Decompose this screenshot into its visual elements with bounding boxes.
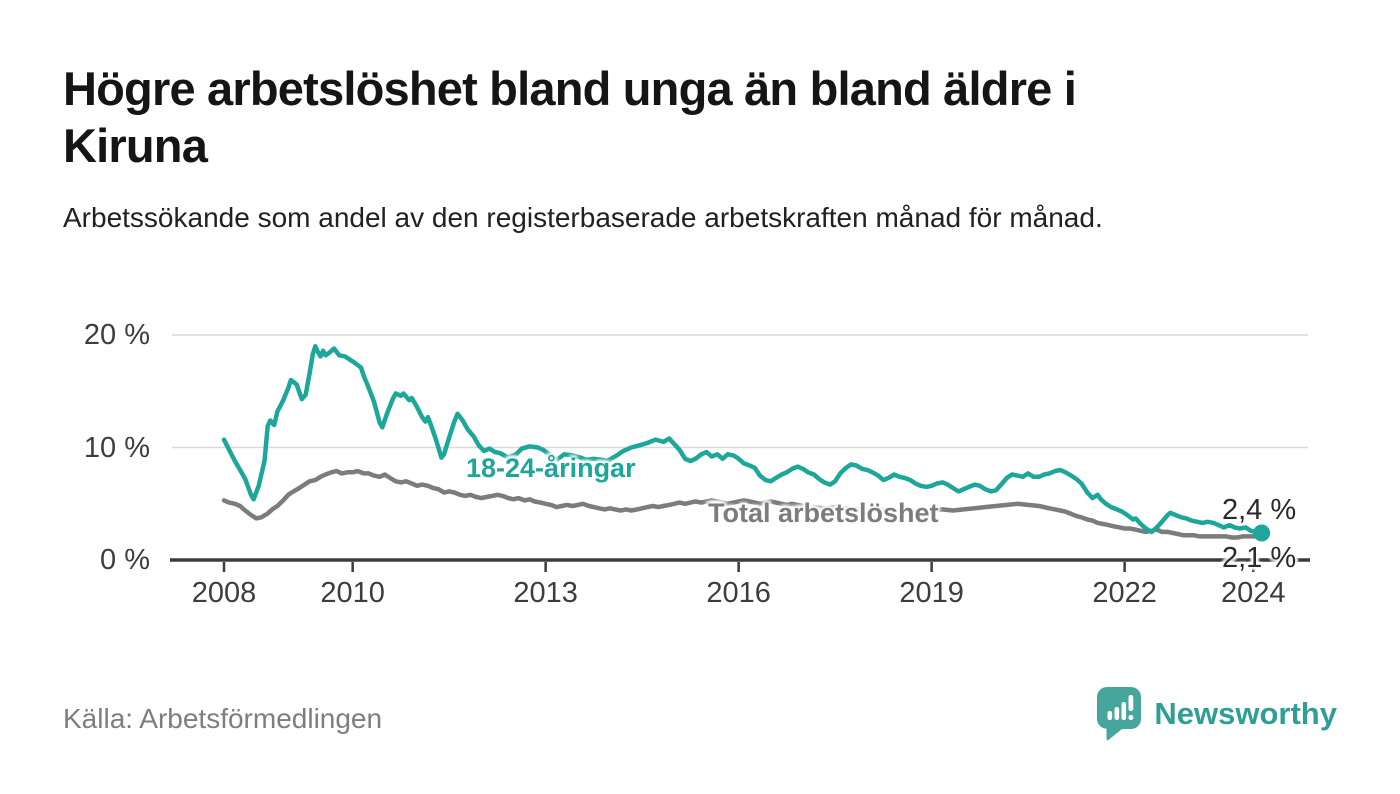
end-value-youth: 2,4 % bbox=[1222, 494, 1297, 526]
x-tick-label: 2013 bbox=[513, 577, 578, 609]
x-tick-label: 2010 bbox=[320, 577, 385, 609]
brand-name: Newsworthy bbox=[1154, 696, 1337, 731]
source-note: Källa: Arbetsförmedlingen bbox=[63, 703, 383, 734]
chart-title: Högre arbetslöshet bland unga än bland ä… bbox=[63, 62, 1077, 173]
series-end-dot bbox=[1253, 524, 1271, 542]
series-line-total-arbetsl-shet bbox=[221, 468, 1264, 540]
x-tick-label: 2008 bbox=[191, 577, 257, 609]
end-value-total: 2,1 % bbox=[1222, 542, 1297, 574]
logo-exclamation-bar bbox=[1128, 694, 1134, 711]
logo-bar-2 bbox=[1114, 706, 1120, 720]
logo-bar-1 bbox=[1107, 710, 1113, 720]
series-line-18-24-ringar bbox=[221, 344, 1264, 536]
series-label-youth: 18-24-åringar bbox=[466, 453, 636, 483]
x-tick-label: 2019 bbox=[899, 577, 964, 609]
y-tick-label: 0 % bbox=[100, 544, 150, 576]
brand-logo: Newsworthy bbox=[1096, 684, 1337, 744]
logo-bar-3 bbox=[1121, 701, 1127, 720]
y-tick-label: 10 % bbox=[83, 431, 150, 464]
newsworthy-icon bbox=[1097, 686, 1142, 740]
x-tick-label: 2016 bbox=[706, 577, 771, 609]
chart-subtitle: Arbetssökande som andel av den registerb… bbox=[63, 202, 1103, 233]
series-label-total: Total arbetslöshet bbox=[708, 498, 939, 528]
y-tick-label: 20 % bbox=[83, 319, 150, 351]
logo-exclamation-dot bbox=[1128, 714, 1134, 720]
x-tick-label: 2022 bbox=[1092, 577, 1157, 609]
x-tick-label: 2024 bbox=[1221, 577, 1286, 609]
